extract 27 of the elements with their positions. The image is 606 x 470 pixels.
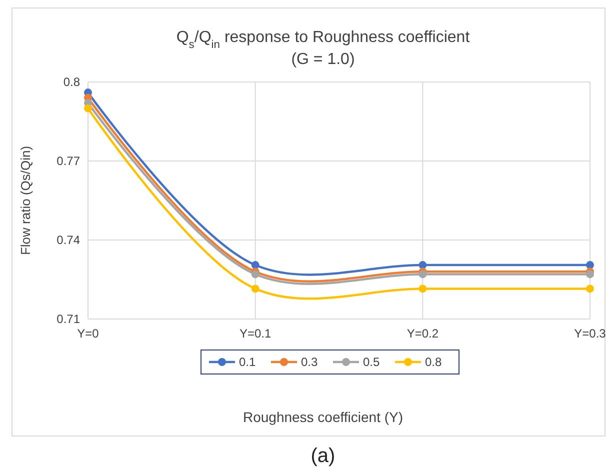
point bbox=[251, 270, 260, 278]
point bbox=[586, 284, 594, 293]
y-tick-label: 0.77 bbox=[56, 154, 80, 168]
y-axis-title: Flow ratio (Qs/Qin) bbox=[18, 146, 33, 256]
y-tick-label: 0.71 bbox=[56, 312, 80, 326]
y-tick-label: 0.8 bbox=[63, 74, 80, 89]
legend-label: 0.1 bbox=[239, 355, 256, 369]
point bbox=[418, 261, 427, 269]
point bbox=[418, 284, 427, 293]
legend-label: 0.3 bbox=[301, 355, 318, 369]
y-tick-label: 0.74 bbox=[56, 232, 80, 247]
point bbox=[251, 261, 260, 269]
point bbox=[418, 270, 427, 278]
x-tick-label: Y=0.2 bbox=[406, 326, 439, 341]
text: (a) bbox=[310, 445, 336, 467]
chart-subtitle: (G = 1.0) bbox=[291, 51, 355, 68]
legend-label: 0.8 bbox=[425, 355, 442, 369]
x-tick-label: Y=0.3 bbox=[574, 326, 606, 341]
x-axis-title: Roughness coefficient (Y) bbox=[242, 409, 404, 425]
point bbox=[586, 261, 594, 269]
chart-title: Q$_{s}$/Q$_{in}$ response to Roughness coefficient bbox=[176, 29, 470, 51]
point bbox=[586, 270, 594, 278]
x-tick-label: Y=0 bbox=[77, 326, 100, 341]
legend-label: 0.5 bbox=[363, 355, 380, 369]
point bbox=[84, 104, 92, 112]
point bbox=[251, 284, 260, 293]
x-tick-label: Y=0.1 bbox=[239, 326, 272, 341]
